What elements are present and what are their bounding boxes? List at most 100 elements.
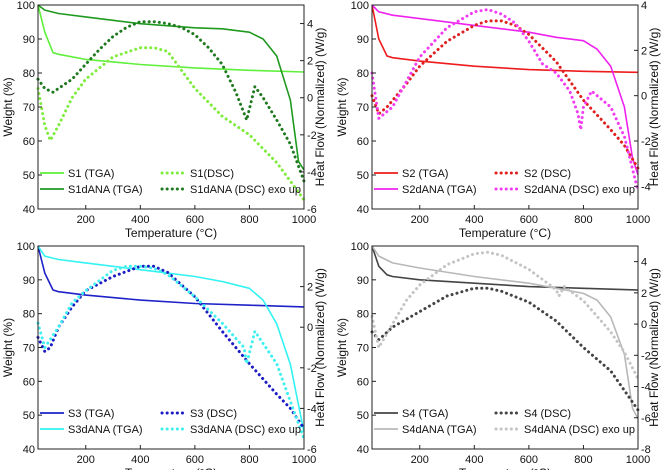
x-tick-label: 800 [240, 454, 258, 466]
legend-label: S3 (DSC) [190, 408, 237, 420]
y-right-tick-label: 2 [641, 288, 647, 300]
x-tick-label: 600 [186, 454, 204, 466]
y-left-tick-label: 40 [357, 444, 369, 456]
x-tick-label: 400 [465, 454, 483, 466]
x-axis-label: Temperature (°C) [125, 466, 217, 470]
y-left-axis-label: Weight (%) [1, 77, 15, 136]
y-right-tick-label: 0 [307, 93, 313, 105]
series-line-3 [370, 19, 640, 170]
x-tick-label: 200 [77, 454, 95, 466]
y-right-tick-label: -4 [307, 167, 317, 179]
y-left-tick-label: 80 [23, 309, 35, 321]
x-tick-label: 200 [411, 454, 429, 466]
y-left-axis-label: Weight (%) [1, 318, 15, 377]
legend-label: S3 (TGA) [68, 408, 114, 420]
y-right-axis-label: Heat Flow (Normalized) (W/g) [647, 268, 661, 427]
y-left-tick-label: 40 [357, 204, 369, 216]
y-right-tick-label: 2 [641, 45, 647, 57]
y-right-tick-label: -6 [307, 204, 317, 216]
y-left-tick-label: 90 [23, 275, 35, 287]
y-left-tick-label: 50 [357, 170, 369, 182]
y-left-tick-label: 100 [17, 0, 35, 12]
x-tick-label: 800 [240, 214, 258, 226]
series-line-1 [371, 4, 639, 74]
y-right-tick-label: -4 [641, 181, 651, 193]
y-left-tick-label: 40 [23, 204, 35, 216]
y-right-tick-label: 4 [641, 257, 647, 269]
chart-panel-4: 200 400 600 800 1000 40 50 60 70 80 90 100 -8 -6 -4 -2 0… [335, 241, 661, 470]
y-right-tick-label: -2 [307, 130, 317, 142]
series-line-1 [371, 245, 639, 291]
y-right-tick-label: 0 [307, 322, 313, 334]
legend-label: S4 (TGA) [402, 408, 448, 420]
y-left-tick-label: 80 [23, 68, 35, 80]
y-left-tick-label: 70 [357, 343, 369, 355]
y-left-tick-label: 70 [23, 102, 35, 114]
x-tick-label: 600 [520, 454, 538, 466]
y-left-tick-label: 60 [357, 376, 369, 388]
legend-label: S1(DSC) [190, 168, 234, 180]
y-left-tick-label: 60 [357, 136, 369, 148]
x-tick-label: 1000 [292, 214, 316, 226]
y-right-tick-label: 4 [307, 19, 313, 31]
x-axis-label: Temperature (°C) [125, 226, 217, 240]
y-right-axis-label: Heat Flow (Normalized) (W/g) [313, 268, 327, 427]
chart-panel-3: 200 400 600 800 1000 40 50 60 70 80 90 100 -6 -4 -2 0 2 T… [1, 241, 327, 470]
x-axis-label: Temperature (°C) [459, 226, 551, 240]
y-right-tick-label: 4 [641, 0, 647, 12]
series-line-3 [370, 286, 640, 412]
x-tick-label: 1000 [626, 214, 650, 226]
y-left-tick-label: 90 [357, 275, 369, 287]
x-tick-label: 600 [186, 214, 204, 226]
x-tick-label: 600 [520, 214, 538, 226]
series-line-4 [36, 20, 306, 183]
x-axis-label: Temperature (°C) [459, 466, 551, 470]
y-right-axis-label: Heat Flow (Normalized) (W/g) [647, 28, 661, 187]
y-left-tick-label: 50 [23, 410, 35, 422]
y-left-tick-label: 100 [351, 0, 369, 12]
series-line-4 [370, 250, 640, 381]
y-right-tick-label: -6 [307, 444, 317, 456]
y-left-axis-label: Weight (%) [335, 318, 349, 377]
x-tick-label: 1000 [626, 454, 650, 466]
y-left-tick-label: 100 [17, 241, 35, 253]
chart-panel-1: 200 400 600 800 1000 40 50 60 70 80 90 100 -6 -4 -2 0 2 4… [1, 0, 327, 240]
y-left-tick-label: 60 [23, 136, 35, 148]
y-left-tick-label: 70 [23, 343, 35, 355]
legend-label: S1 (TGA) [68, 168, 114, 180]
y-right-tick-label: -4 [307, 403, 317, 415]
series-line-1 [37, 4, 305, 73]
y-right-axis-label: Heat Flow (Normalized) (W/g) [313, 28, 327, 187]
y-right-tick-label: 2 [307, 282, 313, 294]
y-left-tick-label: 80 [357, 68, 369, 80]
y-right-tick-label: 2 [307, 56, 313, 68]
y-right-tick-label: -2 [307, 363, 317, 375]
exo-up-annotation: exo up [602, 424, 635, 436]
legend-label: S4dANA (DSC) [524, 424, 599, 436]
y-right-tick-label: 0 [641, 91, 647, 103]
x-tick-label: 1000 [292, 454, 316, 466]
series-line-2 [37, 4, 305, 171]
y-right-tick-label: -4 [641, 382, 651, 394]
y-left-tick-label: 60 [23, 376, 35, 388]
y-right-tick-label: -6 [641, 413, 651, 425]
legend-label: S3dANA (TGA) [68, 424, 143, 436]
y-left-tick-label: 100 [351, 241, 369, 253]
series-line-2 [371, 245, 639, 419]
x-tick-label: 200 [77, 214, 95, 226]
x-tick-label: 400 [465, 214, 483, 226]
legend-label: S4dANA (TGA) [402, 424, 477, 436]
legend-label: S3dANA (DSC) [190, 424, 265, 436]
legend-label: S1dANA (DSC) [190, 184, 265, 196]
exo-up-annotation: exo up [268, 184, 301, 196]
series-line-4 [370, 8, 640, 193]
y-left-tick-label: 70 [357, 102, 369, 114]
exo-up-annotation: exo up [268, 424, 301, 436]
legend-label: S2 (TGA) [402, 168, 448, 180]
legend-label: S4 (DSC) [524, 408, 571, 420]
y-left-axis-label: Weight (%) [335, 77, 349, 136]
y-left-tick-label: 50 [357, 410, 369, 422]
y-left-tick-label: 40 [23, 444, 35, 456]
y-left-tick-label: 50 [23, 170, 35, 182]
x-tick-label: 400 [131, 214, 149, 226]
